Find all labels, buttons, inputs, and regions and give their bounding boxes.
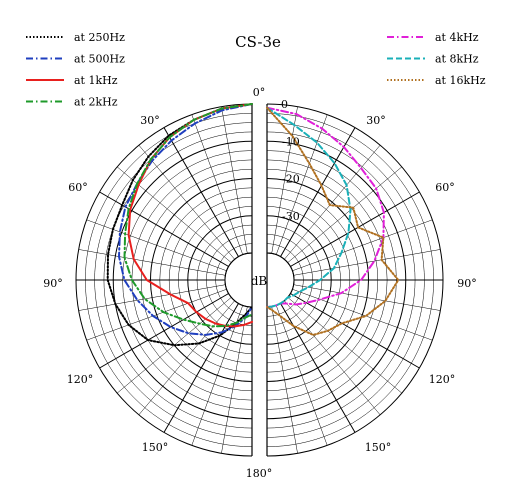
angle-label-right-30: 30° xyxy=(366,114,386,127)
legend-label: at 500Hz xyxy=(74,53,125,66)
radial-tick-0: 0 xyxy=(281,98,288,111)
grid-spoke xyxy=(191,114,244,255)
series-at-500hz xyxy=(118,103,253,336)
series-at-8khz xyxy=(266,106,352,308)
legend-label: at 8kHz xyxy=(435,53,479,66)
grid-spoke xyxy=(117,166,232,263)
legend-item: at 500Hz xyxy=(26,53,125,66)
grid-spoke xyxy=(78,284,226,311)
radial-tick-3: -30 xyxy=(282,210,300,223)
grid-spoke xyxy=(86,219,227,272)
legend-label: at 250Hz xyxy=(74,31,125,44)
legend-item: at 8kHz xyxy=(387,53,479,66)
chart-title: CS-3e xyxy=(235,33,281,51)
grid-spoke xyxy=(221,306,248,454)
series-at-2khz xyxy=(123,103,253,328)
angle-label-left-60: 60° xyxy=(68,181,88,194)
angle-label-right-150: 150° xyxy=(365,441,392,454)
grid-spoke xyxy=(292,288,433,341)
grid-spoke xyxy=(280,127,356,257)
grid-spoke xyxy=(271,106,298,254)
polar-curves xyxy=(106,103,400,347)
grid-spoke xyxy=(271,306,298,454)
grid-spoke xyxy=(99,293,229,369)
angle-label-left-90: 90° xyxy=(43,277,63,290)
grid-spoke xyxy=(290,191,420,267)
grid-spoke xyxy=(191,305,244,446)
legend-label: at 4kHz xyxy=(435,31,479,44)
grid-spoke xyxy=(163,127,239,257)
grid-spoke xyxy=(275,305,328,446)
grid-spoke xyxy=(284,145,381,260)
grid-spoke xyxy=(290,293,420,369)
angle-label-left-30: 30° xyxy=(140,114,160,127)
grid-spoke xyxy=(86,288,227,341)
legend-label: at 2kHz xyxy=(74,96,118,109)
angle-label-left-150: 150° xyxy=(142,441,169,454)
radial-unit-label: dB xyxy=(251,274,268,288)
legend-item: at 2kHz xyxy=(26,96,118,109)
grid-spoke xyxy=(292,219,433,272)
series-at-250hz xyxy=(106,103,253,347)
grid-spoke xyxy=(138,145,235,260)
grid-ring xyxy=(266,252,295,308)
grid-spoke xyxy=(287,297,402,394)
angle-label-left-120: 120° xyxy=(67,373,94,386)
radial-tick-2: -20 xyxy=(282,173,300,186)
polar-labels: CS-3e 0° 30° 60° 90° 120° 150° 180° 30° 60° 90° 120… xyxy=(43,33,477,480)
grid-spoke xyxy=(221,106,248,254)
grid-spoke xyxy=(284,300,381,415)
grid-spoke xyxy=(293,284,441,311)
grid-spoke xyxy=(138,300,235,415)
grid-spoke xyxy=(293,249,441,276)
angle-label-right-60: 60° xyxy=(435,181,455,194)
series-at-1khz xyxy=(127,103,253,328)
grid-spoke xyxy=(163,303,239,433)
legend-item: at 16kHz xyxy=(387,74,486,87)
grid-spoke xyxy=(78,249,226,276)
radial-tick-1: -10 xyxy=(282,135,300,148)
grid-spoke xyxy=(99,191,229,267)
grid-inner-ring xyxy=(266,252,295,308)
angle-label-right-120: 120° xyxy=(429,373,456,386)
legend-label: at 1kHz xyxy=(74,74,118,87)
grid-spoke xyxy=(287,166,402,263)
angle-label-0: 0° xyxy=(253,86,266,99)
legend-item: at 1kHz xyxy=(26,74,118,87)
series-at-16khz xyxy=(266,106,400,336)
legend-item: at 4kHz xyxy=(387,31,479,44)
grid-inner-ring xyxy=(224,252,253,308)
legend-label: at 16kHz xyxy=(435,74,486,87)
legend-item: at 250Hz xyxy=(26,31,125,44)
angle-label-right-90: 90° xyxy=(457,277,477,290)
angle-label-180: 180° xyxy=(246,467,273,480)
legend: at 250Hz at 500Hz at 1kHz at 2kHz at 4kHz at … xyxy=(26,31,486,109)
grid-spoke xyxy=(275,114,328,255)
grid-ring xyxy=(224,252,253,308)
